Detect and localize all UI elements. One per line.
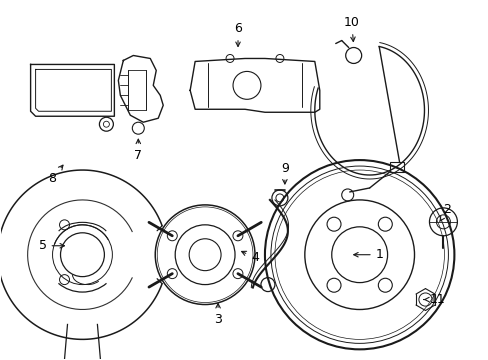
Bar <box>389 162 403 172</box>
Text: 3: 3 <box>214 303 222 326</box>
Text: 11: 11 <box>423 293 445 306</box>
Text: 7: 7 <box>134 139 142 162</box>
Text: 6: 6 <box>234 22 242 46</box>
Text: 8: 8 <box>48 165 63 185</box>
Text: 5: 5 <box>39 239 64 252</box>
Text: 9: 9 <box>281 162 288 184</box>
Text: 10: 10 <box>343 16 359 41</box>
Text: 2: 2 <box>439 203 450 221</box>
Text: 1: 1 <box>353 248 383 261</box>
Text: 4: 4 <box>241 251 258 264</box>
